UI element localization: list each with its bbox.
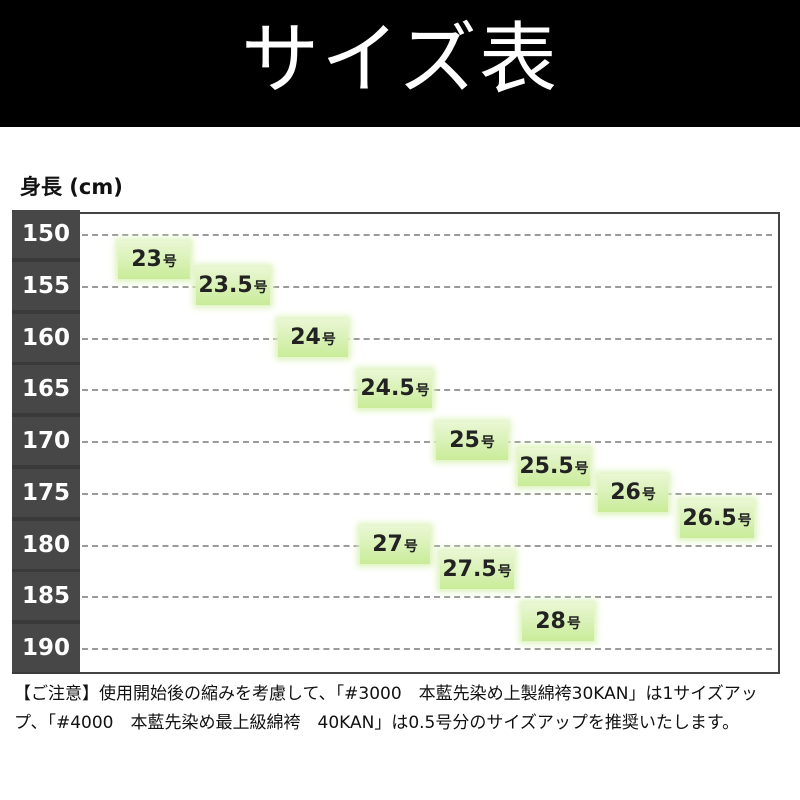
size-unit: 号 <box>641 486 656 503</box>
size-number: 25.5 <box>519 453 574 479</box>
y-tick-label: 165 <box>12 365 80 414</box>
y-tick-label: 170 <box>12 417 80 465</box>
size-unit: 号 <box>415 383 430 400</box>
size-badge: 27.5号 <box>440 551 514 590</box>
size-number: 28 <box>535 609 566 635</box>
y-tick-label: 180 <box>12 520 80 569</box>
size-badge: 25.5号 <box>518 447 590 486</box>
size-number: 27 <box>372 531 403 557</box>
size-number: 27.5 <box>442 557 497 583</box>
size-number: 26.5 <box>682 505 737 531</box>
gridline <box>82 337 772 340</box>
size-unit: 号 <box>162 253 177 270</box>
y-tick-label: 160 <box>12 313 80 362</box>
size-badge: 26号 <box>598 473 668 512</box>
y-axis-label: 身長 (cm) <box>20 175 123 199</box>
size-unit: 号 <box>480 435 495 451</box>
size-unit: 号 <box>574 460 589 477</box>
size-number: 25 <box>449 428 480 453</box>
gridline <box>82 285 772 288</box>
size-unit: 号 <box>321 331 336 348</box>
size-number: 24 <box>290 324 321 350</box>
y-tick-label: 175 <box>12 468 80 517</box>
size-number: 23.5 <box>198 272 253 298</box>
size-unit: 号 <box>403 538 418 555</box>
gridline <box>82 441 772 443</box>
size-badge: 26.5号 <box>680 499 754 538</box>
header-bar: サイズ表 <box>0 0 800 127</box>
size-badge: 23.5号 <box>196 266 270 305</box>
size-unit: 号 <box>253 279 268 296</box>
y-tick-label: 185 <box>12 572 80 621</box>
size-badge: 24号 <box>278 318 348 357</box>
size-number: 23 <box>131 246 162 272</box>
size-number: 24.5 <box>360 376 415 402</box>
size-unit: 号 <box>566 616 581 633</box>
caution-note: 【ご注意】使用開始後の縮みを考慮して、「#3000 本藍先染め上製綿袴30KAN… <box>14 684 758 733</box>
size-unit: 号 <box>737 512 752 529</box>
y-tick-label: 190 <box>12 624 80 672</box>
size-badge: 27号 <box>360 525 430 564</box>
size-number: 26 <box>610 479 641 505</box>
size-unit: 号 <box>497 564 512 581</box>
size-badge: 28号 <box>522 603 594 642</box>
gridline <box>82 492 772 495</box>
size-badge: 24.5号 <box>358 370 432 409</box>
page-title: サイズ表 <box>241 15 559 105</box>
gridline <box>82 596 772 599</box>
size-badge: 25号 <box>436 422 508 460</box>
gridline <box>82 234 772 236</box>
size-chart <box>12 212 780 674</box>
gridline <box>82 648 772 650</box>
size-badge: 23号 <box>118 240 190 279</box>
y-tick-label: 150 <box>12 210 80 258</box>
y-tick-label: 155 <box>12 261 80 310</box>
